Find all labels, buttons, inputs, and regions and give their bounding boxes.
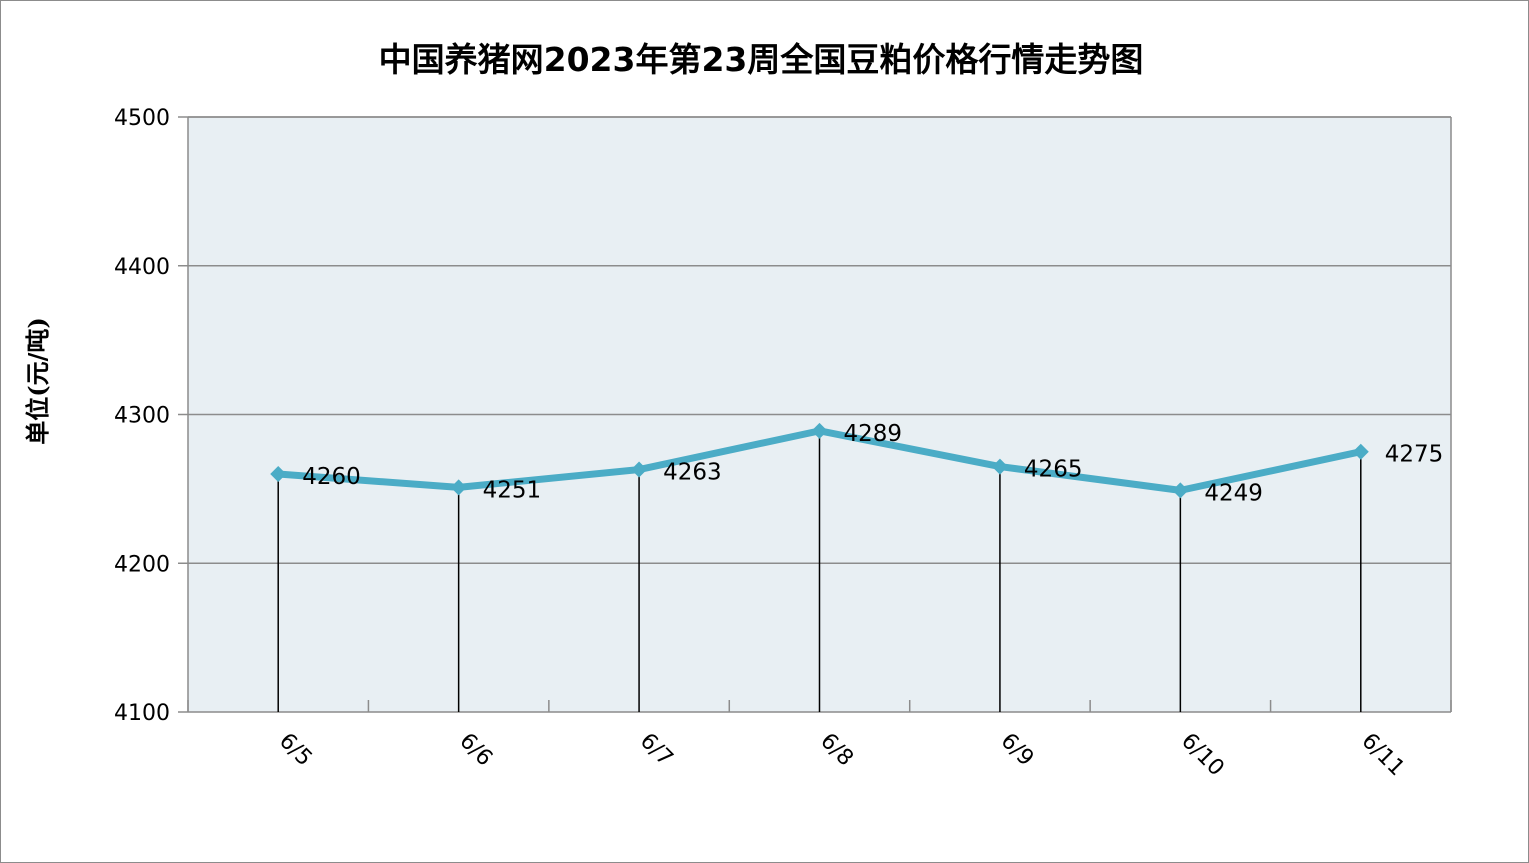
data-label: 4263: [663, 460, 722, 486]
x-tick-label: 6/5: [274, 729, 317, 772]
data-markers: [270, 422, 1369, 499]
data-point: [270, 466, 287, 482]
data-point: [450, 479, 467, 496]
x-tick-label: 6/11: [1357, 729, 1410, 782]
data-point: [1352, 443, 1369, 460]
y-tick-label: 4500: [114, 106, 170, 131]
data-label: 4275: [1385, 442, 1444, 468]
data-label: 4251: [483, 477, 542, 503]
data-label: 4260: [302, 464, 361, 490]
y-tick-label: 4400: [114, 255, 170, 280]
data-label: 4289: [844, 421, 903, 447]
x-tick-label: 6/10: [1176, 729, 1229, 782]
y-tick-labels: 4100 4200 4300 4400 4500: [114, 106, 170, 726]
x-tick-label: 6/9: [996, 729, 1039, 772]
x-tick-label: 6/6: [454, 729, 497, 772]
data-point: [991, 458, 1008, 475]
x-tick-labels: 6/5 6/6 6/7 6/8 6/9 6/10 6/11: [274, 729, 1409, 782]
data-label: 4265: [1024, 457, 1083, 483]
x-tick-label: 6/7: [635, 729, 678, 772]
data-label: 4249: [1204, 480, 1263, 506]
data-point: [1172, 482, 1189, 499]
data-point: [631, 461, 648, 478]
y-tick-label: 4300: [114, 404, 170, 429]
x-tick-label: 6/8: [815, 729, 858, 772]
drop-lines: [277, 430, 1362, 712]
data-point: [811, 422, 828, 439]
chart-title: 中国养猪网2023年第23周全国豆粕价格行情走势图: [379, 40, 1144, 79]
y-tick-label: 4100: [114, 701, 170, 726]
y-tick-label: 4200: [114, 552, 170, 577]
data-labels: 4260 4251 4263 4289 4265 4249 4275: [302, 421, 1443, 507]
y-axis-label: 单位(元/吨): [23, 317, 52, 444]
